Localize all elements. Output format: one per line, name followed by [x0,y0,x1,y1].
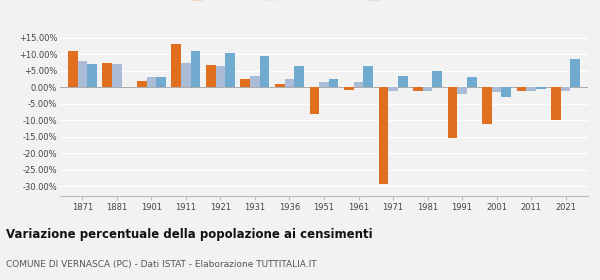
Bar [146,77,156,87]
Bar [467,77,476,87]
Bar [353,82,364,87]
Bar [250,76,260,87]
Bar [517,87,526,91]
Bar [295,66,304,87]
Bar [137,81,146,87]
Bar [482,87,492,123]
Bar [536,87,545,89]
Bar [181,63,191,87]
Bar [87,64,97,87]
Bar [226,53,235,87]
Bar [413,87,422,91]
Bar [215,66,226,87]
Bar [77,61,87,87]
Bar [241,79,250,87]
Bar [112,64,122,87]
Bar [275,84,284,87]
Bar [526,87,536,91]
Bar [329,79,338,87]
Bar [379,87,388,185]
Bar [422,87,433,91]
Bar [206,65,215,87]
Bar [319,82,329,87]
Bar [551,87,561,120]
Bar [284,79,295,87]
Bar [364,66,373,87]
Bar [561,87,571,91]
Bar [388,87,398,91]
Bar [502,87,511,97]
Bar [260,56,269,87]
Bar [191,51,200,87]
Text: COMUNE DI VERNASCA (PC) - Dati ISTAT - Elaborazione TUTTITALIA.IT: COMUNE DI VERNASCA (PC) - Dati ISTAT - E… [6,260,317,269]
Bar [448,87,457,138]
Bar [433,71,442,87]
Bar [571,59,580,87]
Legend: Vernasca, Provincia di PC, Em.-Romagna: Vernasca, Provincia di PC, Em.-Romagna [187,0,461,4]
Bar [457,87,467,94]
Bar [492,87,502,92]
Bar [398,76,407,87]
Bar [310,87,319,114]
Bar [344,87,353,90]
Bar [103,63,112,87]
Bar [156,77,166,87]
Bar [68,51,77,87]
Text: Variazione percentuale della popolazione ai censimenti: Variazione percentuale della popolazione… [6,228,373,241]
Bar [172,45,181,87]
